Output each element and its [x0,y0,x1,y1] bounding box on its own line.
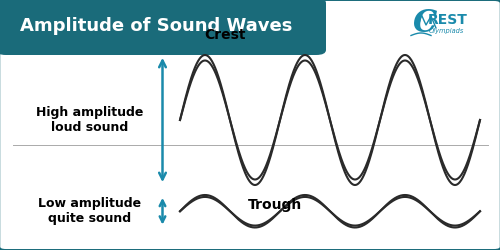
Text: Low amplitude
quite sound: Low amplitude quite sound [38,197,142,225]
Text: Olympiads: Olympiads [428,28,464,34]
Text: REST: REST [428,13,468,27]
Text: Amplitude of Sound Waves: Amplitude of Sound Waves [20,17,292,35]
FancyBboxPatch shape [0,0,326,55]
Text: Crest: Crest [204,28,246,42]
Text: C: C [412,8,437,39]
Text: Trough: Trough [248,198,302,211]
Text: High amplitude
loud sound: High amplitude loud sound [36,106,144,134]
